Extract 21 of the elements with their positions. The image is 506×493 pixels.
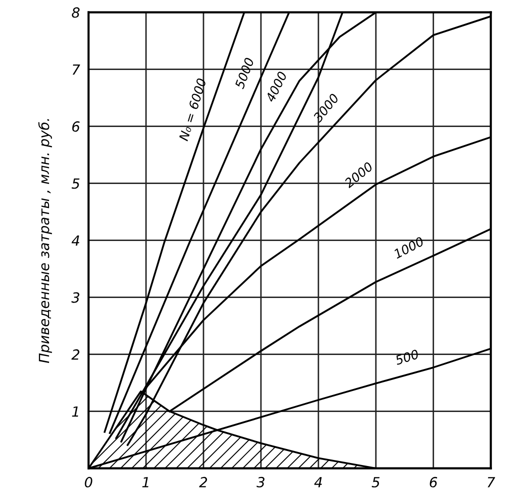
text: N₀ = 6000 <box>178 78 206 142</box>
text: 5000 <box>234 57 254 90</box>
x-tick-label: 4 <box>314 477 322 488</box>
x-tick-label: 5 <box>372 477 380 488</box>
y-tick-label: 5 <box>72 178 80 189</box>
y-tick-label: 8 <box>72 7 80 18</box>
y-tick-label: 2 <box>71 349 80 360</box>
x-tick-label: 6 <box>430 476 438 488</box>
x-tick-label: 1 <box>142 477 148 488</box>
y-tick-label: 3 <box>71 292 80 303</box>
text: 4000 <box>265 70 288 103</box>
text: 500 <box>394 349 420 366</box>
y-tick-label: 6 <box>72 121 80 132</box>
x-tick-label: 0 <box>84 476 92 488</box>
x-tick-label: 3 <box>256 476 264 488</box>
y-tick-label: 7 <box>72 64 80 75</box>
x-tick-label: 7 <box>488 477 496 488</box>
y-tick-label: 1 <box>72 406 78 417</box>
y-tick-label: 4 <box>72 235 80 246</box>
y-axis-title: Приведенные затраты , млн. руб. <box>38 119 52 364</box>
x-tick-label: 2 <box>199 476 208 488</box>
